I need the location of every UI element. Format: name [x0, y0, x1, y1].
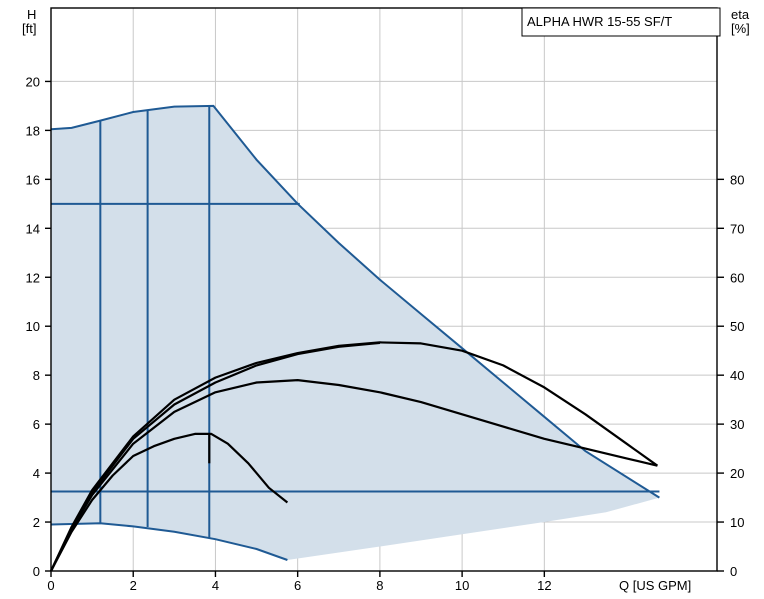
right-tick-label: 10 [730, 515, 744, 530]
left-tick-label: 20 [26, 74, 40, 89]
right-tick-label: 40 [730, 368, 744, 383]
left-tick-label: 16 [26, 172, 40, 187]
left-tick-label: 12 [26, 270, 40, 285]
x-tick-label: 8 [376, 578, 383, 593]
right-tick-label: 70 [730, 221, 744, 236]
x-tick-label: 2 [130, 578, 137, 593]
left-tick-label: 8 [33, 368, 40, 383]
right-axis-label-unit: [%] [731, 21, 750, 36]
legend-box [521, 7, 721, 37]
left-axis-label-unit: [ft] [22, 21, 36, 36]
x-tick-label: 12 [537, 578, 551, 593]
right-tick-label: 20 [730, 466, 744, 481]
left-axis-label-h: H [27, 7, 36, 22]
right-tick-label: 80 [730, 172, 744, 187]
right-tick-label: 0 [730, 564, 737, 579]
operating-envelope [50, 104, 660, 561]
right-tick-label: 60 [730, 270, 744, 285]
envelope-fill [51, 105, 660, 561]
efficiency-curve [50, 432, 289, 572]
x-tick-label: 0 [47, 578, 54, 593]
plot-border [50, 7, 718, 572]
legend-title: ALPHA HWR 15-55 SF/T [527, 14, 672, 29]
tick-layer: 0 2 4 6 8 10 12 0 2 4 6 8 10 12 14 16 18 20 0 10 20 30 40 50 60 7… [26, 74, 745, 593]
efficiency-curve [50, 379, 658, 572]
right-axis-label-eta: eta [731, 7, 750, 22]
left-tick-label: 0 [33, 564, 40, 579]
max-speed-curve [50, 104, 660, 499]
curves-layer [50, 341, 659, 572]
left-tick-label: 6 [33, 417, 40, 432]
left-tick-label: 4 [33, 466, 40, 481]
left-tick-label: 18 [26, 123, 40, 138]
right-tick-label: 30 [730, 417, 744, 432]
x-axis-label: Q [US GPM] [619, 578, 691, 593]
right-tick-label: 50 [730, 319, 744, 334]
plot-frame [50, 7, 718, 572]
efficiency-curve [50, 341, 381, 572]
left-tick-label: 2 [33, 515, 40, 530]
left-tick-label: 10 [26, 319, 40, 334]
left-tick-label: 14 [26, 221, 40, 236]
x-tick-label: 10 [455, 578, 469, 593]
x-tick-label: 6 [294, 578, 301, 593]
min-speed-curve [50, 522, 288, 561]
x-tick-label: 4 [212, 578, 219, 593]
